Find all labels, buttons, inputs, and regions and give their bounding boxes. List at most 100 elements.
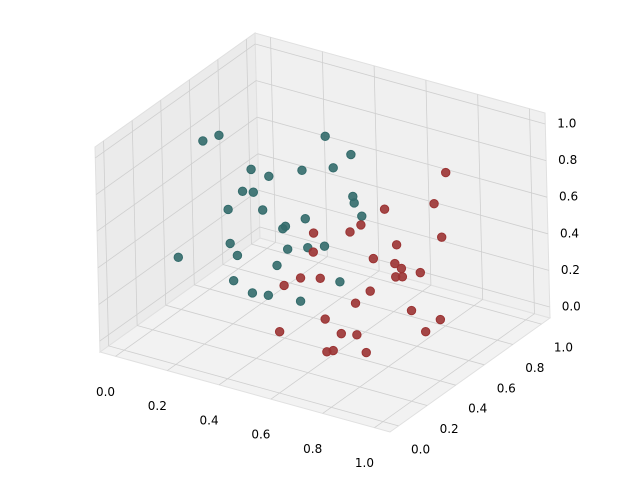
point (214, 130, 224, 140)
point (247, 288, 258, 298)
z-tick-label: 1.0 (557, 116, 576, 130)
point (315, 273, 325, 284)
x-tick-label: 0.8 (303, 442, 322, 456)
grid-line (256, 80, 547, 161)
grid-line (96, 116, 258, 232)
grid-line (373, 65, 380, 271)
z-tick-label: 0.2 (561, 263, 580, 277)
point (264, 171, 274, 181)
point (322, 347, 332, 357)
point (198, 136, 208, 146)
point (278, 224, 288, 234)
point (274, 326, 285, 337)
grid-line (251, 243, 542, 325)
point (396, 263, 407, 274)
point (436, 232, 447, 242)
point (335, 277, 345, 287)
point (348, 191, 358, 202)
point (297, 165, 307, 176)
point (320, 314, 330, 324)
y-tick-label: 0.4 (468, 402, 487, 416)
point (361, 347, 371, 358)
point (350, 298, 361, 308)
grid-line (95, 43, 256, 159)
grid-line (529, 108, 535, 314)
grid-line (160, 100, 167, 306)
point (237, 186, 248, 196)
grid-line (97, 153, 259, 269)
point (390, 258, 400, 269)
z-tick-label: 0.8 (558, 153, 577, 167)
grid-line (108, 345, 399, 427)
point (173, 252, 184, 263)
point (345, 227, 355, 237)
point (336, 328, 346, 339)
point (357, 211, 367, 221)
grid-line (194, 284, 485, 366)
x-tick-label: 0.4 (200, 413, 219, 427)
point (246, 164, 256, 175)
grid-line (256, 116, 548, 198)
grid-line (165, 304, 456, 386)
point (346, 149, 356, 160)
point (248, 187, 259, 197)
point (406, 305, 417, 316)
point (263, 290, 274, 301)
grid-line (258, 190, 549, 271)
point (356, 220, 366, 230)
grid-line (322, 299, 483, 414)
x-tick-label: 0.2 (148, 399, 167, 413)
point (429, 199, 439, 209)
point (223, 204, 233, 215)
grid-line (222, 264, 513, 345)
point (391, 240, 402, 250)
x-tick-label: 0.6 (251, 428, 270, 442)
y-tick-label: 0.6 (497, 381, 516, 395)
point (328, 163, 338, 173)
point (435, 314, 446, 325)
point (441, 167, 451, 178)
point (320, 131, 330, 142)
grid-line (95, 80, 257, 195)
grid-line (246, 39, 252, 245)
grid-line (257, 153, 549, 235)
point (365, 286, 375, 296)
y-tick-label: 0.2 (440, 422, 459, 436)
point (308, 247, 318, 257)
point (379, 204, 390, 214)
z-tick-label: 0.4 (560, 226, 579, 240)
grid-line (425, 80, 432, 286)
point (300, 214, 310, 224)
point (295, 296, 306, 306)
point (368, 253, 379, 264)
point (272, 260, 282, 271)
point (225, 238, 235, 249)
grid-line (477, 94, 484, 300)
grid-line (255, 43, 546, 125)
grid-line (218, 270, 380, 386)
point (257, 205, 268, 215)
point (308, 228, 319, 238)
grid-line (188, 79, 195, 285)
grid-line (115, 241, 276, 357)
x-tick-label: 0.0 (96, 385, 115, 399)
point (232, 250, 243, 261)
point (319, 241, 330, 251)
point (415, 267, 426, 278)
point (282, 244, 293, 254)
z-tick-label: 0.0 (562, 300, 581, 314)
point (420, 326, 431, 337)
point (279, 280, 289, 291)
y-tick-label: 1.0 (554, 341, 573, 355)
point (295, 273, 306, 283)
grid-line (321, 51, 328, 257)
z-tick-label: 0.6 (559, 190, 578, 204)
grid-line (270, 284, 432, 400)
grid-line (137, 325, 428, 406)
y-tick-label: 0.8 (525, 361, 544, 375)
grid-line (374, 313, 535, 429)
point (391, 272, 401, 282)
point (352, 330, 362, 340)
grid-line (103, 140, 109, 346)
